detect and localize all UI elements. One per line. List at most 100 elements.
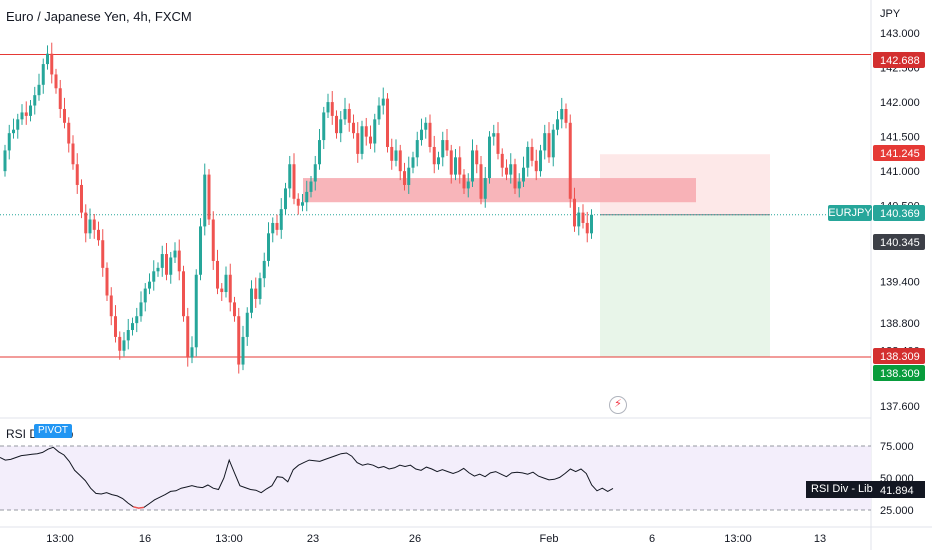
candle (513, 158, 517, 194)
candle (466, 173, 470, 198)
candle (156, 262, 160, 277)
price-label-bg (873, 365, 925, 381)
candle (71, 135, 75, 170)
candle (492, 124, 496, 146)
candle (407, 156, 411, 194)
rsi-value: 41.894 (880, 485, 914, 497)
candle (551, 124, 555, 167)
time-tick: Feb (540, 533, 559, 545)
candle (233, 296, 236, 322)
candle (547, 122, 551, 163)
price-label: 140.369 (880, 208, 920, 220)
price-tick: 142.000 (880, 97, 920, 109)
candle (216, 249, 219, 295)
candle (126, 318, 130, 350)
pivot-label: PIVOT (34, 424, 73, 438)
candle (24, 101, 28, 125)
rsi-tick: 25.000 (880, 505, 914, 517)
time-tick: 6 (649, 533, 655, 545)
candle (522, 156, 525, 188)
candle (139, 291, 143, 322)
time-tick: 13 (814, 533, 826, 545)
candle (250, 280, 253, 319)
price-label: 138.309 (880, 368, 920, 380)
candle (63, 97, 66, 129)
candle (496, 122, 500, 160)
candle (415, 131, 419, 167)
symbol-badge: EURJPY (828, 205, 872, 221)
candle (67, 117, 71, 153)
price-label-bg (873, 52, 925, 68)
candle (369, 125, 372, 150)
price-label: 142.688 (880, 55, 920, 67)
candle (118, 331, 122, 360)
candle (271, 217, 275, 243)
candle (568, 114, 572, 208)
candle (441, 131, 445, 167)
candle (194, 269, 198, 357)
time-tick: 13:00 (215, 533, 243, 545)
candle (424, 117, 428, 139)
candle (182, 265, 185, 322)
time-tick: 13:00 (46, 533, 74, 545)
candle (58, 79, 62, 118)
candle (165, 242, 168, 281)
price-label: 138.309 (880, 351, 920, 363)
candle (16, 113, 20, 139)
candle (352, 114, 355, 139)
price-label-bg (873, 205, 925, 221)
candle (335, 110, 338, 139)
candle (3, 144, 7, 177)
candle (420, 118, 423, 146)
supply-zone (303, 178, 696, 203)
candle (292, 153, 296, 205)
price-label: 140.345 (880, 237, 920, 249)
candle (411, 151, 415, 174)
price-label-bg (873, 234, 925, 250)
candle (326, 93, 330, 118)
candle (296, 193, 300, 215)
candle (275, 214, 279, 236)
candle (105, 262, 109, 302)
candle (556, 111, 559, 136)
rsi-line (0, 446, 614, 509)
time-tick: 23 (307, 533, 319, 545)
rsi-value-bg (873, 481, 925, 498)
price-tick: 141.000 (880, 166, 920, 178)
candle (330, 91, 334, 125)
candle (203, 163, 207, 236)
candle (364, 117, 368, 146)
time-tick: 26 (409, 533, 421, 545)
candle (581, 204, 585, 229)
candle (356, 122, 360, 163)
candle (46, 45, 49, 70)
candle (449, 144, 453, 184)
candle (428, 114, 432, 153)
lightning-icon[interactable]: ⚡ (609, 396, 627, 414)
price-label-bg (873, 348, 925, 364)
candle (488, 131, 491, 184)
candle (75, 153, 79, 194)
candle (114, 305, 117, 343)
rsi-series-label: RSI Div - Lib (806, 481, 878, 498)
candle (360, 120, 364, 160)
candle (12, 118, 15, 139)
rsi-tick: 75.000 (880, 441, 914, 453)
time-tick: 16 (139, 533, 151, 545)
price-tick: 139.400 (880, 277, 920, 289)
candle (160, 245, 164, 277)
candle (543, 124, 547, 160)
candle (288, 155, 292, 198)
candle (394, 139, 398, 167)
candle (343, 97, 347, 125)
candle (109, 287, 113, 326)
candle (20, 104, 24, 125)
candle (84, 204, 88, 243)
candle (560, 97, 564, 129)
candle (432, 135, 436, 174)
currency-label: JPY (880, 8, 901, 20)
countdown-label: 36:39 (880, 223, 908, 235)
candle (386, 93, 389, 153)
rsi-band (0, 446, 871, 510)
